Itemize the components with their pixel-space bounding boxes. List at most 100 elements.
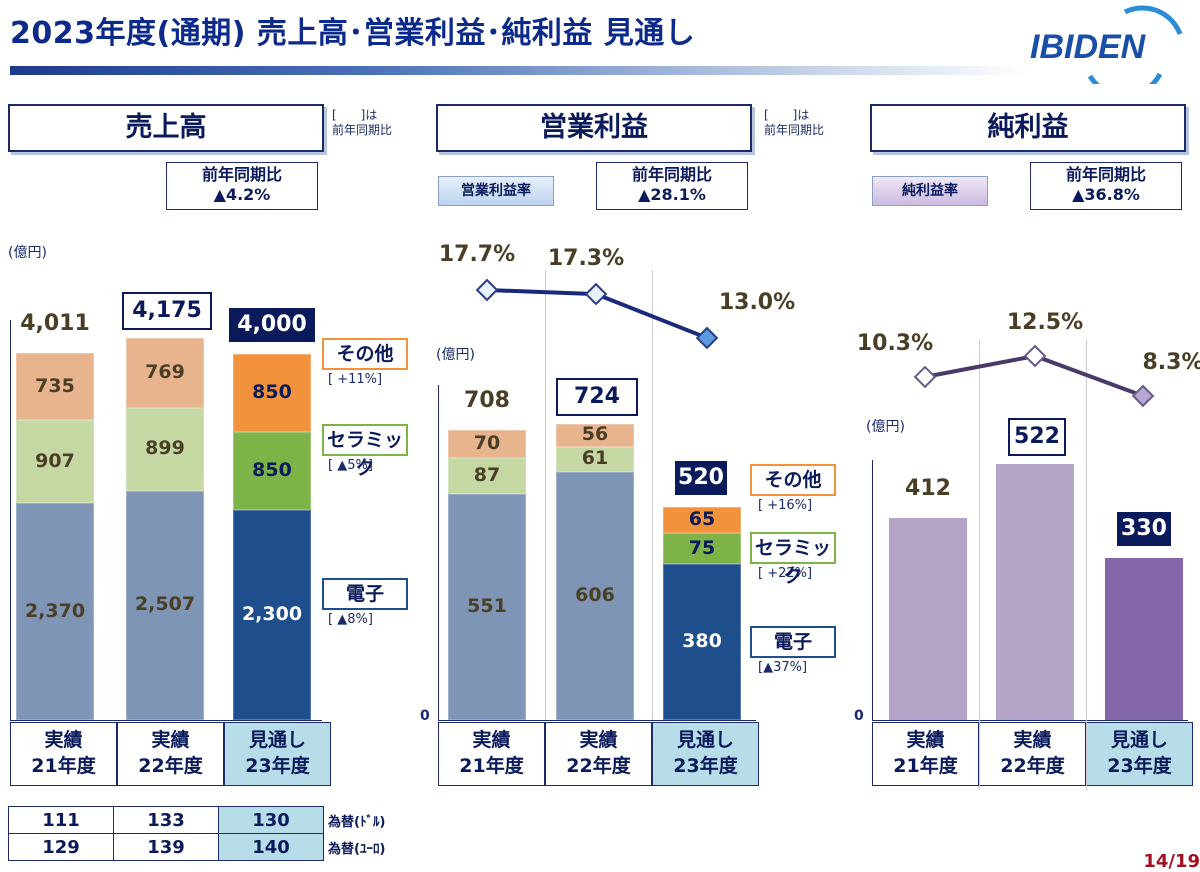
legend-others: その他 [322, 338, 408, 370]
page-number: 14/19 [1143, 851, 1200, 872]
operating-segment-label: 380 [682, 630, 722, 653]
operating-bar-segment [663, 564, 741, 720]
fx-eur-22: 139 [113, 833, 219, 861]
x-axis-line [10, 720, 322, 721]
x-category-box: 実績 22年度 [117, 722, 224, 786]
revenue-bar-segment [233, 431, 311, 510]
yoy-value: ▲4.2% [213, 185, 271, 204]
revenue-segment-label: 769 [145, 361, 185, 384]
revenue-yoy-box: 前年同期比 ▲4.2% [166, 162, 318, 210]
table-row: 111 133 130 為替(ﾄﾞﾙ) [8, 806, 419, 834]
logo-text: IBIDEN [1030, 28, 1147, 66]
operating-segment-label: 606 [575, 583, 615, 606]
x-category-line2: 23年度 [1107, 755, 1172, 777]
x-category-line2: 23年度 [245, 755, 310, 777]
revenue-segment-label: 907 [35, 449, 75, 472]
x-category-line1: 実績 [906, 729, 945, 751]
net-total-label: 412 [905, 476, 951, 502]
operating-bar-segment [448, 494, 526, 720]
operating-bar-segment [663, 506, 741, 534]
net-bar [889, 518, 967, 720]
revenue-panel-title: 売上高 [8, 104, 324, 152]
operating-total-label: 520 [675, 460, 727, 495]
x-category-line1: 実績 [44, 729, 83, 751]
net-margin-point [1023, 344, 1047, 368]
operating-bar-segment [556, 446, 634, 472]
fx-usd-21: 111 [8, 806, 114, 834]
y-zero-label: 0 [854, 708, 864, 724]
revenue-total-label: 4,011 [20, 310, 90, 336]
net-bar [1105, 558, 1183, 720]
net-panel-title: 純利益 [870, 104, 1186, 152]
y-axis-line [872, 460, 873, 720]
revenue-segment-label: 2,370 [24, 599, 86, 622]
revenue-segment-label: 850 [252, 380, 292, 403]
legend-electronics: 電子 [322, 578, 408, 610]
operating-bar-segment [663, 533, 741, 565]
column-separator [652, 270, 653, 720]
legend-yoy-pct: [ ▲5%] [328, 458, 373, 473]
fx-table: 111 133 130 為替(ﾄﾞﾙ) 129 139 140 為替(ﾕｰﾛ) [8, 806, 419, 861]
legend-ceramics: セラミック [750, 532, 836, 587]
table-row: 129 139 140 為替(ﾕｰﾛ) [8, 833, 419, 861]
revenue-segment-label: 735 [35, 374, 75, 397]
x-category-line1: 見通し [248, 729, 306, 751]
legend-ceramics: セラミック [322, 424, 408, 479]
operating-segment-label: 61 [581, 447, 609, 470]
operating-segment-label: 75 [688, 536, 716, 559]
revenue-bar-segment [16, 352, 94, 421]
operating-unit: (億円) [436, 347, 475, 363]
fx-usd-22: 133 [113, 806, 219, 834]
operating-margin-label: 13.0% [718, 289, 796, 315]
operating-segment-label: 87 [473, 464, 501, 487]
x-category-line1: 見通し [676, 729, 734, 751]
fx-table-wrap: 111 133 130 為替(ﾄﾞﾙ) 129 139 140 為替(ﾕｰﾛ) [8, 806, 419, 861]
operating-total-label: 708 [464, 387, 510, 413]
x-category-line1: 実績 [151, 729, 190, 751]
column-separator [1086, 340, 1087, 790]
x-category-box: 見通し 23年度 [652, 722, 759, 786]
net-total-label: 522 [1008, 418, 1066, 457]
net-margin-label: 12.5% [1006, 310, 1084, 335]
column-separator [979, 340, 980, 790]
net-total-label: 330 [1117, 512, 1171, 547]
revenue-segment-label: 2,507 [134, 593, 196, 616]
x-category-line1: 実績 [472, 729, 511, 751]
revenue-bar-segment [126, 408, 204, 491]
x-category-line2: 21年度 [893, 755, 958, 777]
legend-others: その他 [750, 464, 836, 496]
x-category-box: 実績 21年度 [10, 722, 117, 786]
operating-segment-label: 65 [688, 508, 716, 531]
y-axis-line [438, 385, 439, 720]
x-category-box: 実績 21年度 [438, 722, 545, 786]
net-margin-line [924, 353, 1144, 398]
yoy-label: 前年同期比 [631, 165, 712, 184]
legend-yoy-pct: [ +11%] [328, 372, 383, 387]
net-margin-button: 純利益率 [872, 176, 988, 206]
operating-segment-label: 70 [473, 432, 501, 455]
x-category-line2: 22年度 [138, 755, 203, 777]
net-bar [996, 464, 1074, 720]
operating-total-label: 724 [556, 377, 638, 416]
legend-electronics: 電子 [750, 626, 836, 658]
y-zero-label: 0 [420, 708, 430, 724]
revenue-unit: (億円) [8, 245, 47, 261]
x-category-box: 見通し 23年度 [1086, 722, 1193, 786]
x-category-line1: 見通し [1110, 729, 1168, 751]
revenue-total-label: 4,000 [229, 308, 315, 342]
net-margin-point [1131, 384, 1155, 408]
x-axis-line [438, 720, 756, 721]
yoy-value: ▲28.1% [638, 185, 706, 204]
operating-bar-segment [556, 423, 634, 447]
revenue-bar-segment [16, 420, 94, 504]
revenue-bar-segment [126, 490, 204, 720]
operating-margin-point [475, 278, 499, 302]
column-separator [545, 270, 546, 720]
operating-margin-line [486, 288, 708, 340]
legend-yoy-pct: [ +22%] [758, 566, 813, 581]
revenue-bar-segment [16, 503, 94, 720]
fx-usd-23: 130 [218, 806, 324, 834]
x-category-line2: 23年度 [673, 755, 738, 777]
page-title: 2023年度(通期) 売上高･営業利益･純利益 見通し [10, 16, 696, 51]
